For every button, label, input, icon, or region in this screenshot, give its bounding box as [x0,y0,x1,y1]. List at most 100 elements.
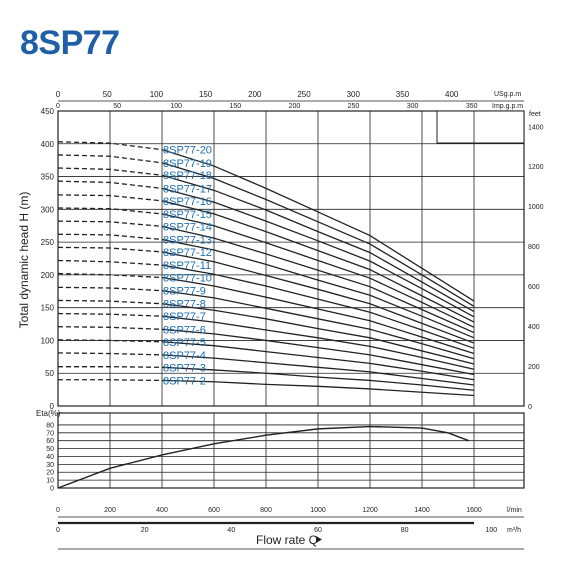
head-curve-dashed [57,141,163,151]
head-curve [161,366,475,391]
curve-label: 8SP77-12 [163,247,212,259]
curve-label: 8SP77-17 [163,183,212,195]
eta-plot-frame [57,412,525,489]
impgpm-tick-label: 150 [229,103,241,110]
curve-label: 8SP77-3 [163,362,206,374]
head-curve-dashed [57,207,163,215]
head-curve-dashed [57,299,163,305]
head-curve-dashed [57,180,163,190]
x-axis-arrow-icon [316,536,322,543]
m3h-tick-label: 40 [227,527,235,534]
y-tick-label: 250 [41,238,55,247]
y-tick-label: 150 [41,304,55,313]
head-curve [161,251,475,344]
eta-tick-label: 60 [46,438,54,445]
lmin-tick-label: 1400 [414,507,430,514]
y-tick-label: 50 [45,369,54,378]
head-curve [161,187,475,318]
head-curve-dashed [57,339,163,343]
lmin-tick-label: 1200 [362,507,378,514]
head-curve [161,328,475,376]
lmin-tick-label: 600 [208,507,220,514]
lmin-tick-label: 1000 [310,507,326,514]
feet-tick-label: 1000 [528,204,544,211]
impgpm-tick-label: 0 [56,103,60,110]
m3h-tick-label: 0 [56,527,60,534]
curve-label: 8SP77-15 [163,209,212,221]
curve-label: 8SP77-16 [163,196,212,208]
impgpm-tick-label: 300 [407,103,419,110]
feet-tick-label: 600 [528,284,540,291]
lmin-tick-label: 800 [260,507,272,514]
curve-label: 8SP77-20 [163,145,212,157]
m3h-tick-label: 60 [314,527,322,534]
usgpm-tick-label: 250 [297,90,311,99]
eta-tick-label: 0 [50,486,54,493]
head-curve-dashed [57,259,163,266]
usgpm-tick-label: 350 [396,90,410,99]
m3h-tick-label: 80 [401,527,409,534]
eta-tick-label: 70 [46,430,54,437]
legend-box [436,110,525,144]
curve-label: 8SP77-7 [163,311,206,323]
head-curve [161,303,475,365]
head-curve-dashed [57,352,163,356]
m3h-tick-label: 100 [485,527,497,534]
curve-label: 8SP77-19 [163,158,212,170]
grid-lines [57,110,524,489]
curve-label: 8SP77-5 [163,337,206,349]
eta-axis-title: Eta(%) [36,409,61,418]
head-curve-dashed [57,233,163,241]
head-curve [161,225,475,334]
eta-tick-label: 10 [46,478,54,485]
y-tick-label: 300 [41,205,55,214]
x-axis-title: Flow rate Q [256,533,318,547]
y-tick-label: 0 [50,402,55,411]
curve-label: 8SP77-11 [163,260,211,272]
tick-labels: 0501001502002503003504004500102030405060… [41,90,544,534]
impgpm-tick-label: 250 [348,103,360,110]
usgpm-tick-label: 200 [248,90,262,99]
lmin-tick-label: 200 [104,507,116,514]
usgpm-tick-label: 400 [445,90,459,99]
usgpm-tick-label: 150 [199,90,213,99]
usgpm-tick-label: 100 [150,90,164,99]
lmin-unit: l/min [507,507,522,514]
m3h-tick-label: 20 [141,527,149,534]
impgpm-tick-label: 350 [466,103,478,110]
eta-tick-label: 40 [46,454,54,461]
page-title: 8SP77 [20,24,120,62]
curve-label: 8SP77-6 [163,324,206,336]
feet-tick-label: 1400 [528,124,544,131]
head-curve-dashed [58,366,163,368]
feet-tick-label: 200 [528,364,540,371]
feet-unit: feet [529,111,541,118]
curve-label: 8SP77-2 [163,375,206,387]
usgpm-tick-label: 300 [347,90,361,99]
head-curve [161,289,475,360]
impgpm-tick-label: 100 [170,103,182,110]
curve-label: 8SP77-8 [163,299,206,311]
head-curve-dashed [57,312,163,317]
x-axis-title-group: Flow rate Q [256,533,322,547]
impgpm-tick-label: 50 [113,103,121,110]
eta-tick-label: 20 [46,470,54,477]
head-curve-dashed [57,246,163,253]
feet-tick-label: 800 [528,244,540,251]
head-curve [161,379,475,397]
head-curve [161,162,475,307]
eta-tick-label: 50 [46,446,54,453]
head-curve [161,174,475,313]
y-axis-title: Total dynamic head H (m) [17,192,31,329]
head-curve-dashed [57,154,163,164]
feet-tick-label: 400 [528,324,540,331]
curve-label: 8SP77-18 [163,170,212,182]
head-curve [161,341,475,381]
efficiency-curve [57,425,470,489]
head-curve-dashed [57,286,163,292]
head-curve-dashed [57,220,163,228]
impgpm-tick-label: 200 [289,103,301,110]
curve-label: 8SP77-9 [163,286,206,298]
eta-curve [57,425,470,489]
head-curve [161,264,475,349]
